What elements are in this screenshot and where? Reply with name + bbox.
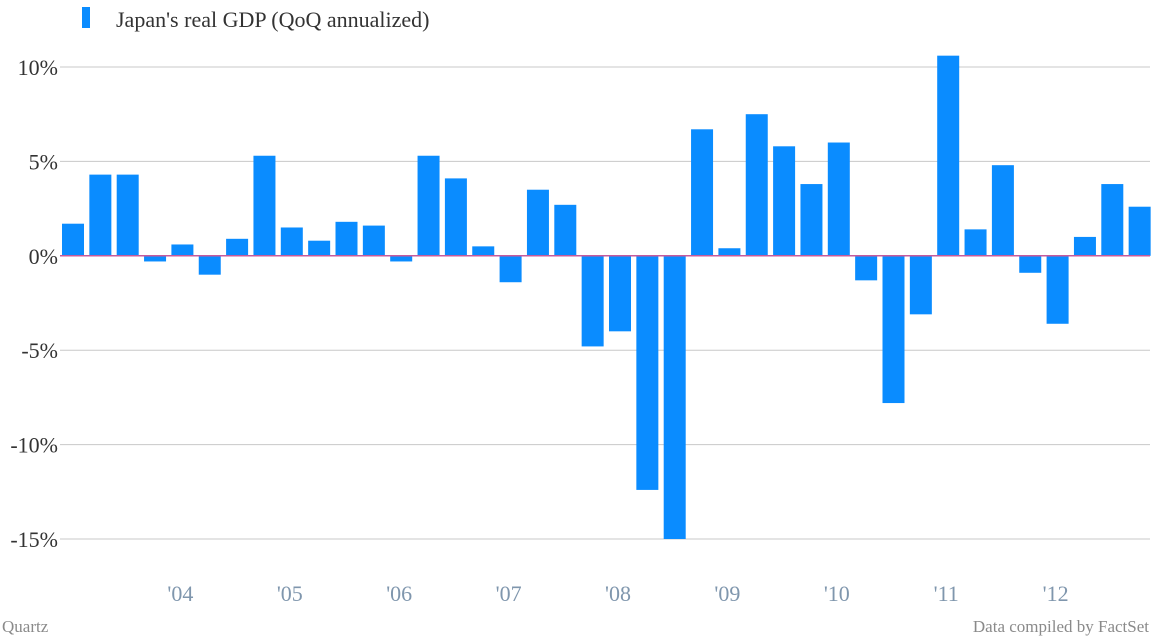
bar	[1073, 236, 1096, 256]
x-tick-label: '04	[167, 581, 193, 606]
bar	[827, 142, 850, 256]
x-tick-label: '07	[496, 581, 522, 606]
bar	[226, 238, 249, 256]
bar	[472, 246, 495, 256]
y-tick-label: 5%	[29, 149, 58, 174]
bar	[308, 240, 331, 256]
bars	[62, 55, 1151, 540]
x-tick-label: '05	[277, 581, 303, 606]
bar	[581, 255, 604, 347]
bar	[144, 255, 167, 262]
y-tick-label: -15%	[10, 527, 58, 552]
bar	[417, 155, 440, 256]
bar	[800, 184, 823, 256]
bar	[1101, 184, 1124, 256]
bar	[390, 255, 413, 262]
x-tick-label: '09	[714, 581, 740, 606]
bar	[663, 255, 686, 540]
legend-swatch	[82, 7, 90, 28]
bar	[253, 155, 276, 256]
bar	[171, 244, 194, 256]
bar	[964, 229, 987, 256]
bar	[526, 189, 549, 256]
x-tick-label: '12	[1043, 581, 1069, 606]
bar	[937, 55, 960, 256]
y-tick-label: 0%	[29, 244, 58, 269]
y-axis-ticks: 10% 5% 0% -5% -10% -15%	[10, 55, 58, 552]
x-tick-label: '10	[824, 581, 850, 606]
bar	[745, 114, 768, 256]
x-tick-label: '06	[386, 581, 412, 606]
bar	[773, 146, 796, 256]
bar	[855, 255, 878, 281]
bar	[909, 255, 932, 315]
bar	[991, 165, 1014, 256]
bar	[89, 174, 112, 256]
bar	[554, 204, 577, 256]
bar	[1019, 255, 1042, 273]
y-tick-label: -5%	[21, 338, 58, 363]
bar	[444, 178, 467, 256]
bar	[691, 129, 714, 256]
bar	[198, 255, 221, 275]
bar	[499, 255, 522, 283]
y-tick-label: -10%	[10, 433, 58, 458]
x-tick-label: '11	[934, 581, 959, 606]
footer-source-left: Quartz	[2, 617, 49, 636]
legend: Japan's real GDP (QoQ annualized)	[82, 7, 430, 32]
bar	[116, 174, 139, 256]
x-tick-label: '08	[605, 581, 631, 606]
bar	[718, 248, 741, 256]
footer-source-right: Data compiled by FactSet	[973, 617, 1149, 636]
legend-label: Japan's real GDP (QoQ annualized)	[116, 7, 430, 32]
bar	[1128, 206, 1151, 256]
grid-lines	[60, 66, 1150, 540]
bar	[280, 227, 303, 256]
bar	[1046, 255, 1069, 324]
y-tick-label: 10%	[18, 55, 58, 80]
bar	[609, 255, 631, 332]
bar	[335, 221, 358, 256]
bar	[882, 255, 905, 404]
bar	[636, 255, 659, 490]
bar	[362, 225, 385, 256]
x-axis-ticks: '04 '05 '06 '07 '08 '09 '10 '11 '12	[167, 581, 1068, 606]
bar	[62, 223, 84, 256]
